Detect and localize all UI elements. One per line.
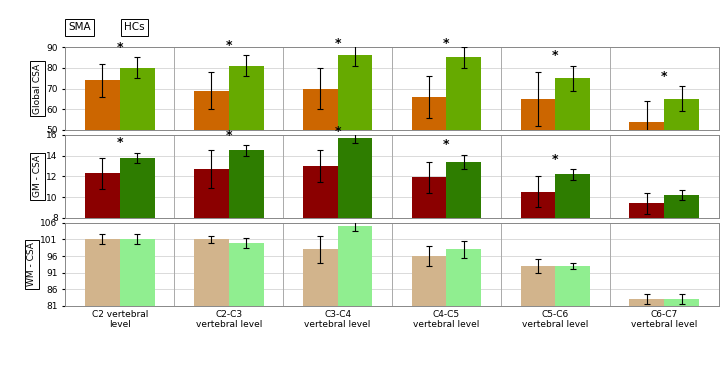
- Bar: [303, 249, 338, 392]
- Bar: [229, 151, 264, 301]
- Bar: [194, 240, 229, 392]
- Bar: [338, 55, 372, 234]
- Bar: [664, 299, 699, 392]
- Bar: [338, 138, 372, 301]
- Bar: [412, 256, 446, 392]
- Bar: [194, 91, 229, 234]
- Bar: [412, 178, 446, 301]
- Bar: [194, 169, 229, 301]
- Bar: [629, 203, 664, 301]
- Text: *: *: [117, 41, 123, 54]
- Text: *: *: [444, 37, 449, 50]
- Bar: [446, 249, 481, 392]
- Bar: [555, 174, 590, 301]
- Text: *: *: [552, 49, 558, 62]
- Bar: [85, 240, 120, 392]
- Bar: [629, 122, 664, 234]
- Bar: [85, 80, 120, 234]
- Text: *: *: [661, 70, 667, 83]
- Bar: [85, 173, 120, 301]
- Bar: [229, 66, 264, 234]
- Text: *: *: [335, 37, 340, 50]
- Bar: [521, 99, 555, 234]
- Y-axis label: Global CSA: Global CSA: [33, 64, 42, 114]
- Bar: [338, 226, 372, 392]
- Y-axis label: WM - CSA: WM - CSA: [28, 242, 36, 286]
- Bar: [664, 195, 699, 301]
- Text: *: *: [226, 39, 232, 52]
- Text: *: *: [226, 129, 232, 142]
- Text: *: *: [552, 153, 558, 166]
- Bar: [664, 99, 699, 234]
- Y-axis label: GM - CSA: GM - CSA: [33, 155, 42, 198]
- Bar: [229, 243, 264, 392]
- Bar: [521, 192, 555, 301]
- Text: SMA: SMA: [68, 22, 91, 33]
- Bar: [120, 158, 155, 301]
- Bar: [446, 162, 481, 301]
- Text: *: *: [117, 136, 123, 149]
- Text: *: *: [444, 138, 449, 151]
- Bar: [629, 299, 664, 392]
- Text: *: *: [335, 125, 340, 138]
- Bar: [120, 240, 155, 392]
- Bar: [521, 266, 555, 392]
- Bar: [555, 266, 590, 392]
- Bar: [120, 68, 155, 234]
- Bar: [303, 89, 338, 234]
- Text: HCs: HCs: [124, 22, 144, 33]
- Bar: [412, 97, 446, 234]
- Bar: [303, 166, 338, 301]
- Bar: [446, 57, 481, 234]
- Bar: [555, 78, 590, 234]
